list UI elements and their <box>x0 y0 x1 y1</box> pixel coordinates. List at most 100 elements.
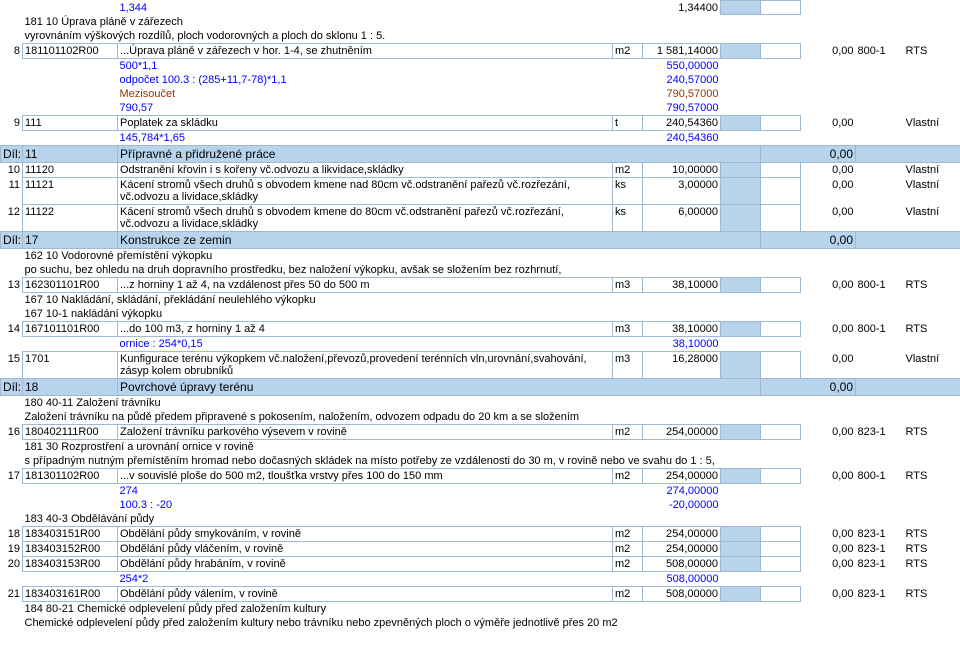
item-price: 0,00 <box>801 178 856 205</box>
calc-qty: 790,57000 <box>643 87 721 101</box>
item-cat <box>856 352 904 379</box>
item-code: 183403161R00 <box>23 587 118 602</box>
calc-desc: 145,784*1,65 <box>118 131 613 146</box>
item-type: RTS <box>904 469 960 484</box>
note-row: 180 40-11 Založení trávníku <box>1 396 960 411</box>
item-cat <box>856 163 904 178</box>
item-code: 180402111R00 <box>23 425 118 440</box>
item-bar <box>721 163 761 178</box>
calc-row: Mezisoučet 790,57000 <box>1 87 960 101</box>
item-code: 183403151R00 <box>23 527 118 542</box>
item-bar <box>721 352 761 379</box>
item-qty: 240,54360 <box>643 116 721 131</box>
item-price: 0,00 <box>801 527 856 542</box>
item-type: RTS <box>904 557 960 572</box>
note-row: 183 40-3 Obdělávání půdy <box>1 512 960 527</box>
item-price: 0,00 <box>801 278 856 293</box>
calc-qty: 1,34400 <box>643 1 721 15</box>
item-unit: m2 <box>613 469 643 484</box>
item-unit: ks <box>613 178 643 205</box>
item-type: RTS <box>904 527 960 542</box>
item-cat: 800-1 <box>856 469 904 484</box>
note-text: 167 10 Nakládání, skládání, překládání n… <box>23 293 960 308</box>
calc-desc: 254*2 <box>118 572 613 587</box>
calc-desc: 500*1,1 <box>118 59 613 74</box>
item-desc: ...v souvislé ploše do 500 m2, tloušťka … <box>118 469 613 484</box>
item-qty: 508,00000 <box>643 587 721 602</box>
item-bar <box>721 205 761 232</box>
item-type: Vlastní <box>904 163 960 178</box>
note-text: Chemické odplevelení půdy před založením… <box>23 616 960 630</box>
item-row: 20183403153R00Obdělání půdy hrabáním, v … <box>1 557 960 572</box>
item-row: 8181101102R00...Úprava pláně v zářezech … <box>1 44 960 59</box>
item-qty: 16,28000 <box>643 352 721 379</box>
item-cat: 800-1 <box>856 278 904 293</box>
item-unit: m2 <box>613 557 643 572</box>
note-row: 162 10 Vodorovné přemístění výkopku <box>1 249 960 264</box>
note-text: 167 10-1 nakládání výkopku <box>23 307 960 322</box>
calc-bar <box>721 1 761 15</box>
item-code: 183403153R00 <box>23 557 118 572</box>
item-bar <box>721 542 761 557</box>
item-desc: Obdělání půdy vláčením, v rovině <box>118 542 613 557</box>
calc-desc: Mezisoučet <box>118 87 613 101</box>
item-code: 181301102R00 <box>23 469 118 484</box>
item-desc: Založení trávníku parkového výsevem v ro… <box>118 425 613 440</box>
calc-qty: 240,54360 <box>643 131 721 146</box>
item-row: 14167101101R00...do 100 m3, z horniny 1 … <box>1 322 960 337</box>
section-total: 0,00 <box>761 146 856 163</box>
item-price: 0,00 <box>801 116 856 131</box>
item-row: 13162301101R00...z horniny 1 až 4, na vz… <box>1 278 960 293</box>
calc-bar <box>721 337 761 352</box>
calc-row: 100.3 : -20-20,00000 <box>1 498 960 512</box>
note-text: vyrovnáním výškových rozdílů, ploch vodo… <box>23 29 960 44</box>
item-desc: ...do 100 m3, z horniny 1 až 4 <box>118 322 613 337</box>
item-num: 16 <box>1 425 23 440</box>
item-type: RTS <box>904 587 960 602</box>
item-qty: 10,00000 <box>643 163 721 178</box>
item-num: 9 <box>1 116 23 131</box>
item-price: 0,00 <box>801 352 856 379</box>
item-price: 0,00 <box>801 163 856 178</box>
calc-desc: 274 <box>118 484 613 499</box>
item-code: 11122 <box>23 205 118 232</box>
item-qty: 38,10000 <box>643 278 721 293</box>
item-type: RTS <box>904 542 960 557</box>
item-bar <box>721 178 761 205</box>
item-cat <box>856 116 904 131</box>
item-num: 18 <box>1 527 23 542</box>
item-cat: 823-1 <box>856 425 904 440</box>
item-code: 181101102R00 <box>23 44 118 59</box>
item-num: 19 <box>1 542 23 557</box>
item-unit: m2 <box>613 527 643 542</box>
calc-qty: 240,57000 <box>643 73 721 87</box>
section-label: Díl: <box>1 232 23 249</box>
note-text: 181 30 Rozprostření a urovnání ornice v … <box>23 440 960 455</box>
item-desc: Kácení stromů všech druhů s obvodem kmen… <box>118 178 613 205</box>
calc-desc: 1,344 <box>118 1 613 15</box>
item-row: 1011120Odstranění křovin i s kořeny vč.o… <box>1 163 960 178</box>
item-price: 0,00 <box>801 587 856 602</box>
calc-qty: -20,00000 <box>643 498 721 512</box>
calc-row: odpočet 100.3 : (285+11,7-78)*1,1240,570… <box>1 73 960 87</box>
section-num: 18 <box>23 379 118 396</box>
item-unit: m3 <box>613 278 643 293</box>
note-row: Chemické odplevelení půdy před založením… <box>1 616 960 630</box>
item-type: Vlastní <box>904 352 960 379</box>
item-desc: Kácení stromů všech druhů s obvodem kmen… <box>118 205 613 232</box>
item-qty: 38,10000 <box>643 322 721 337</box>
calc-qty: 38,10000 <box>643 337 721 352</box>
item-desc: Kunfigurace terénu výkopkem vč.naložení,… <box>118 352 613 379</box>
item-bar <box>721 44 761 59</box>
section-total: 0,00 <box>761 232 856 249</box>
note-row: 167 10 Nakládání, skládání, překládání n… <box>1 293 960 308</box>
calc-row: 254*2508,00000 <box>1 572 960 587</box>
item-bar <box>721 425 761 440</box>
calc-row: 790,57790,57000 <box>1 101 960 116</box>
section-title: Přípravné a přidružené práce <box>118 146 761 163</box>
item-unit: m2 <box>613 425 643 440</box>
item-num: 13 <box>1 278 23 293</box>
item-type: Vlastní <box>904 116 960 131</box>
item-num: 20 <box>1 557 23 572</box>
item-desc: Obdělání půdy hrabáním, v rovině <box>118 557 613 572</box>
